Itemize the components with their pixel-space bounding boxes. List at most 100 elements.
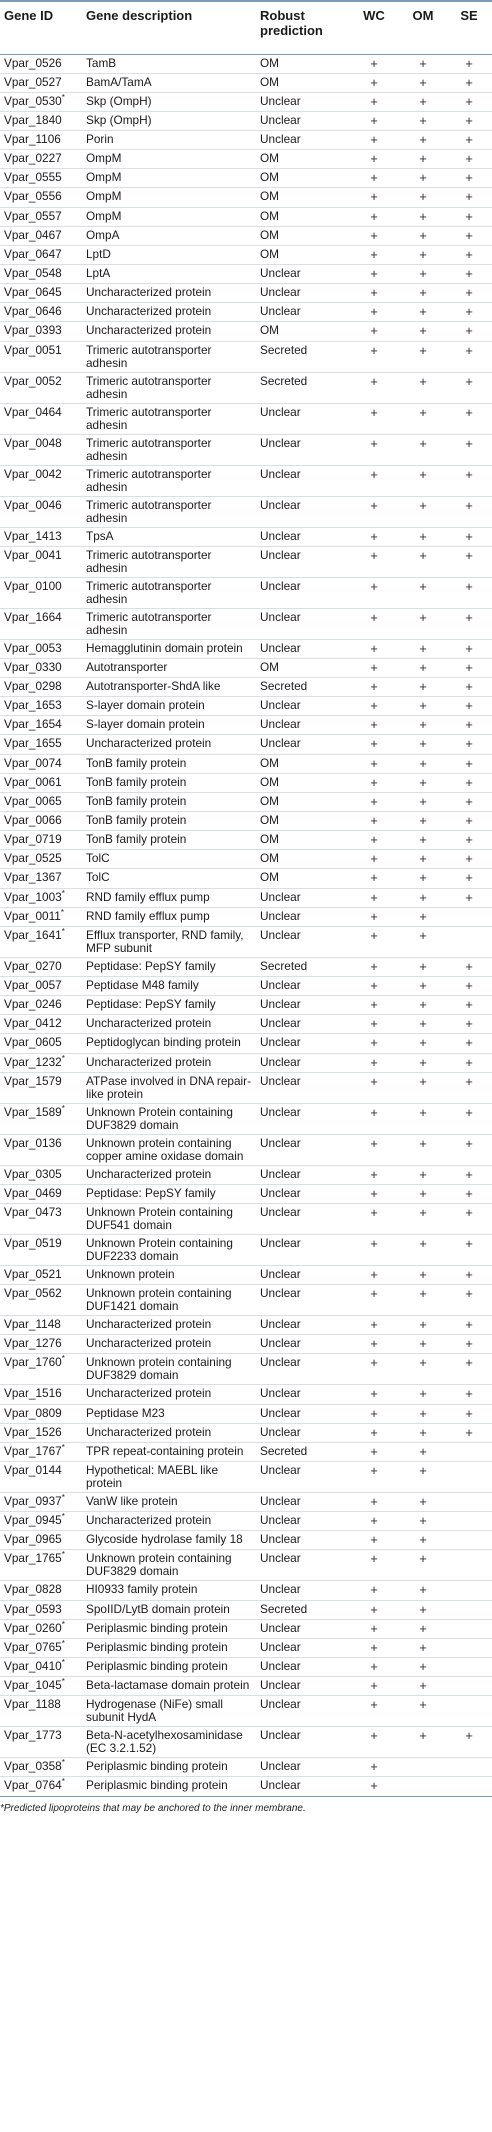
lipoprotein-marker: * [61, 1354, 65, 1364]
robust-prediction: Secreted [256, 1600, 348, 1620]
gene-id-cell: Vpar_0937* [0, 1492, 82, 1513]
gene-id: Vpar_0046 [4, 497, 62, 512]
wc-mark: + [348, 888, 400, 908]
gene-id: Vpar_0144 [4, 1462, 62, 1477]
gene-id: Vpar_1664 [4, 609, 62, 624]
gene-id: Vpar_0042 [4, 466, 62, 481]
se-mark: + [446, 1134, 492, 1166]
gene-description: Unknown protein [82, 1265, 256, 1286]
gene-id: Vpar_0011 [4, 908, 61, 923]
table-row: Vpar_1840 Skp (OmpH) Unclear + + + [0, 111, 492, 132]
gene-id-cell: Vpar_0051 [0, 341, 82, 373]
table-row: Vpar_0136 Unknown protein containing copp… [0, 1134, 492, 1166]
gene-id-cell: Vpar_0473 [0, 1203, 82, 1235]
se-mark: + [446, 639, 492, 659]
se-mark: + [446, 168, 492, 189]
gene-id: Vpar_0246 [4, 997, 62, 1012]
gene-id-cell: Vpar_0605 [0, 1033, 82, 1054]
gene-description: Beta-lactamase domain protein [82, 1676, 256, 1697]
gene-description: VanW like protein [82, 1492, 256, 1513]
om-mark: + [400, 773, 446, 793]
gene-description: ATPase involved in DNA repair-like prote… [82, 1072, 256, 1104]
gene-id-cell: Vpar_0074 [0, 754, 82, 774]
gene-id-cell: Vpar_0011* [0, 907, 82, 927]
se-mark [446, 1530, 492, 1551]
gene-id-cell: Vpar_0048 [0, 434, 82, 466]
gene-id-cell: Vpar_0557 [0, 207, 82, 227]
wc-mark: + [348, 1134, 400, 1166]
robust-prediction: Unclear [256, 1234, 348, 1266]
om-mark: + [400, 546, 446, 578]
gene-description: BamA/TamA [82, 73, 256, 93]
gene-id-cell: Vpar_0521 [0, 1265, 82, 1286]
robust-prediction: OM [256, 321, 348, 342]
header-gene-description: Gene description [82, 0, 256, 55]
gene-id-cell: Vpar_0765* [0, 1638, 82, 1658]
wc-mark: + [348, 1776, 400, 1797]
se-mark: + [446, 226, 492, 246]
gene-id: Vpar_0052 [4, 373, 62, 388]
wc-mark: + [348, 372, 400, 404]
table-row: Vpar_0052 Trimeric autotransporter adhesi… [0, 372, 492, 404]
wc-mark: + [348, 1442, 400, 1462]
om-mark: + [400, 1442, 446, 1462]
robust-prediction: Unclear [256, 976, 348, 997]
gene-id: Vpar_1367 [4, 870, 62, 885]
wc-mark: + [348, 1315, 400, 1336]
wc-mark: + [348, 995, 400, 1016]
robust-prediction: Secreted [256, 957, 348, 978]
se-mark: + [446, 465, 492, 497]
gene-description: SpoIID/LytB domain protein [82, 1600, 256, 1620]
robust-prediction: OM [256, 830, 348, 851]
gene-description: Trimeric autotransporter adhesin [82, 465, 256, 497]
wc-mark: + [348, 149, 400, 170]
wc-mark: + [348, 577, 400, 609]
table-row: Vpar_0412 Uncharacterized protein Unclear +… [0, 1014, 492, 1035]
gene-description: Peptidase: PepSY family [82, 957, 256, 978]
gene-description: Uncharacterized protein [82, 1165, 256, 1185]
table-row: Vpar_0065 TonB family protein OM + + + [0, 792, 492, 813]
gene-description: Trimeric autotransporter adhesin [82, 341, 256, 373]
table-row: Vpar_0100 Trimeric autotransporter adhesi… [0, 577, 492, 609]
wc-mark: + [348, 1757, 400, 1778]
wc-mark: + [348, 849, 400, 870]
wc-mark: + [348, 403, 400, 435]
gene-description: Trimeric autotransporter adhesin [82, 372, 256, 404]
se-mark: + [446, 754, 492, 774]
gene-id-cell: Vpar_1367 [0, 868, 82, 889]
om-mark: + [400, 926, 446, 958]
gene-id: Vpar_0530 [4, 93, 62, 108]
wc-mark: + [348, 773, 400, 793]
gene-id: Vpar_0593 [4, 1601, 62, 1616]
wc-mark: + [348, 207, 400, 227]
robust-prediction: Unclear [256, 283, 348, 304]
robust-prediction: OM [256, 54, 348, 74]
robust-prediction: Unclear [256, 1203, 348, 1235]
om-mark: + [400, 957, 446, 978]
wc-mark: + [348, 1334, 400, 1355]
table-row: Vpar_0393 Uncharacterized protein OM + + + [0, 321, 492, 342]
gene-description: Unknown Protein containing DUF2233 domai… [82, 1234, 256, 1266]
wc-mark: + [348, 1676, 400, 1697]
gene-id: Vpar_0519 [4, 1235, 62, 1250]
table-row: Vpar_0011* RND family efflux pump Unclear +… [0, 907, 492, 927]
gene-description: Trimeric autotransporter adhesin [82, 577, 256, 609]
gene-id: Vpar_0061 [4, 774, 62, 789]
om-mark: + [400, 658, 446, 679]
gene-description: Skp (OmpH) [82, 92, 256, 112]
gene-id-cell: Vpar_0548 [0, 264, 82, 285]
gene-id-cell: Vpar_0066 [0, 811, 82, 832]
lipoprotein-marker: * [61, 1658, 65, 1668]
gene-description: Trimeric autotransporter adhesin [82, 546, 256, 578]
se-mark: + [446, 527, 492, 547]
table-row: Vpar_0530* Skp (OmpH) Unclear + + + [0, 92, 492, 112]
gene-id-cell: Vpar_0555 [0, 168, 82, 189]
robust-prediction: Unclear [256, 1757, 348, 1778]
table-row: Vpar_1232* Uncharacterized protein Unclear… [0, 1053, 492, 1073]
gene-id-cell: Vpar_1516 [0, 1384, 82, 1405]
gene-id-cell: Vpar_1045* [0, 1676, 82, 1697]
wc-mark: + [348, 639, 400, 659]
se-mark: + [446, 1423, 492, 1443]
robust-prediction: OM [256, 245, 348, 266]
